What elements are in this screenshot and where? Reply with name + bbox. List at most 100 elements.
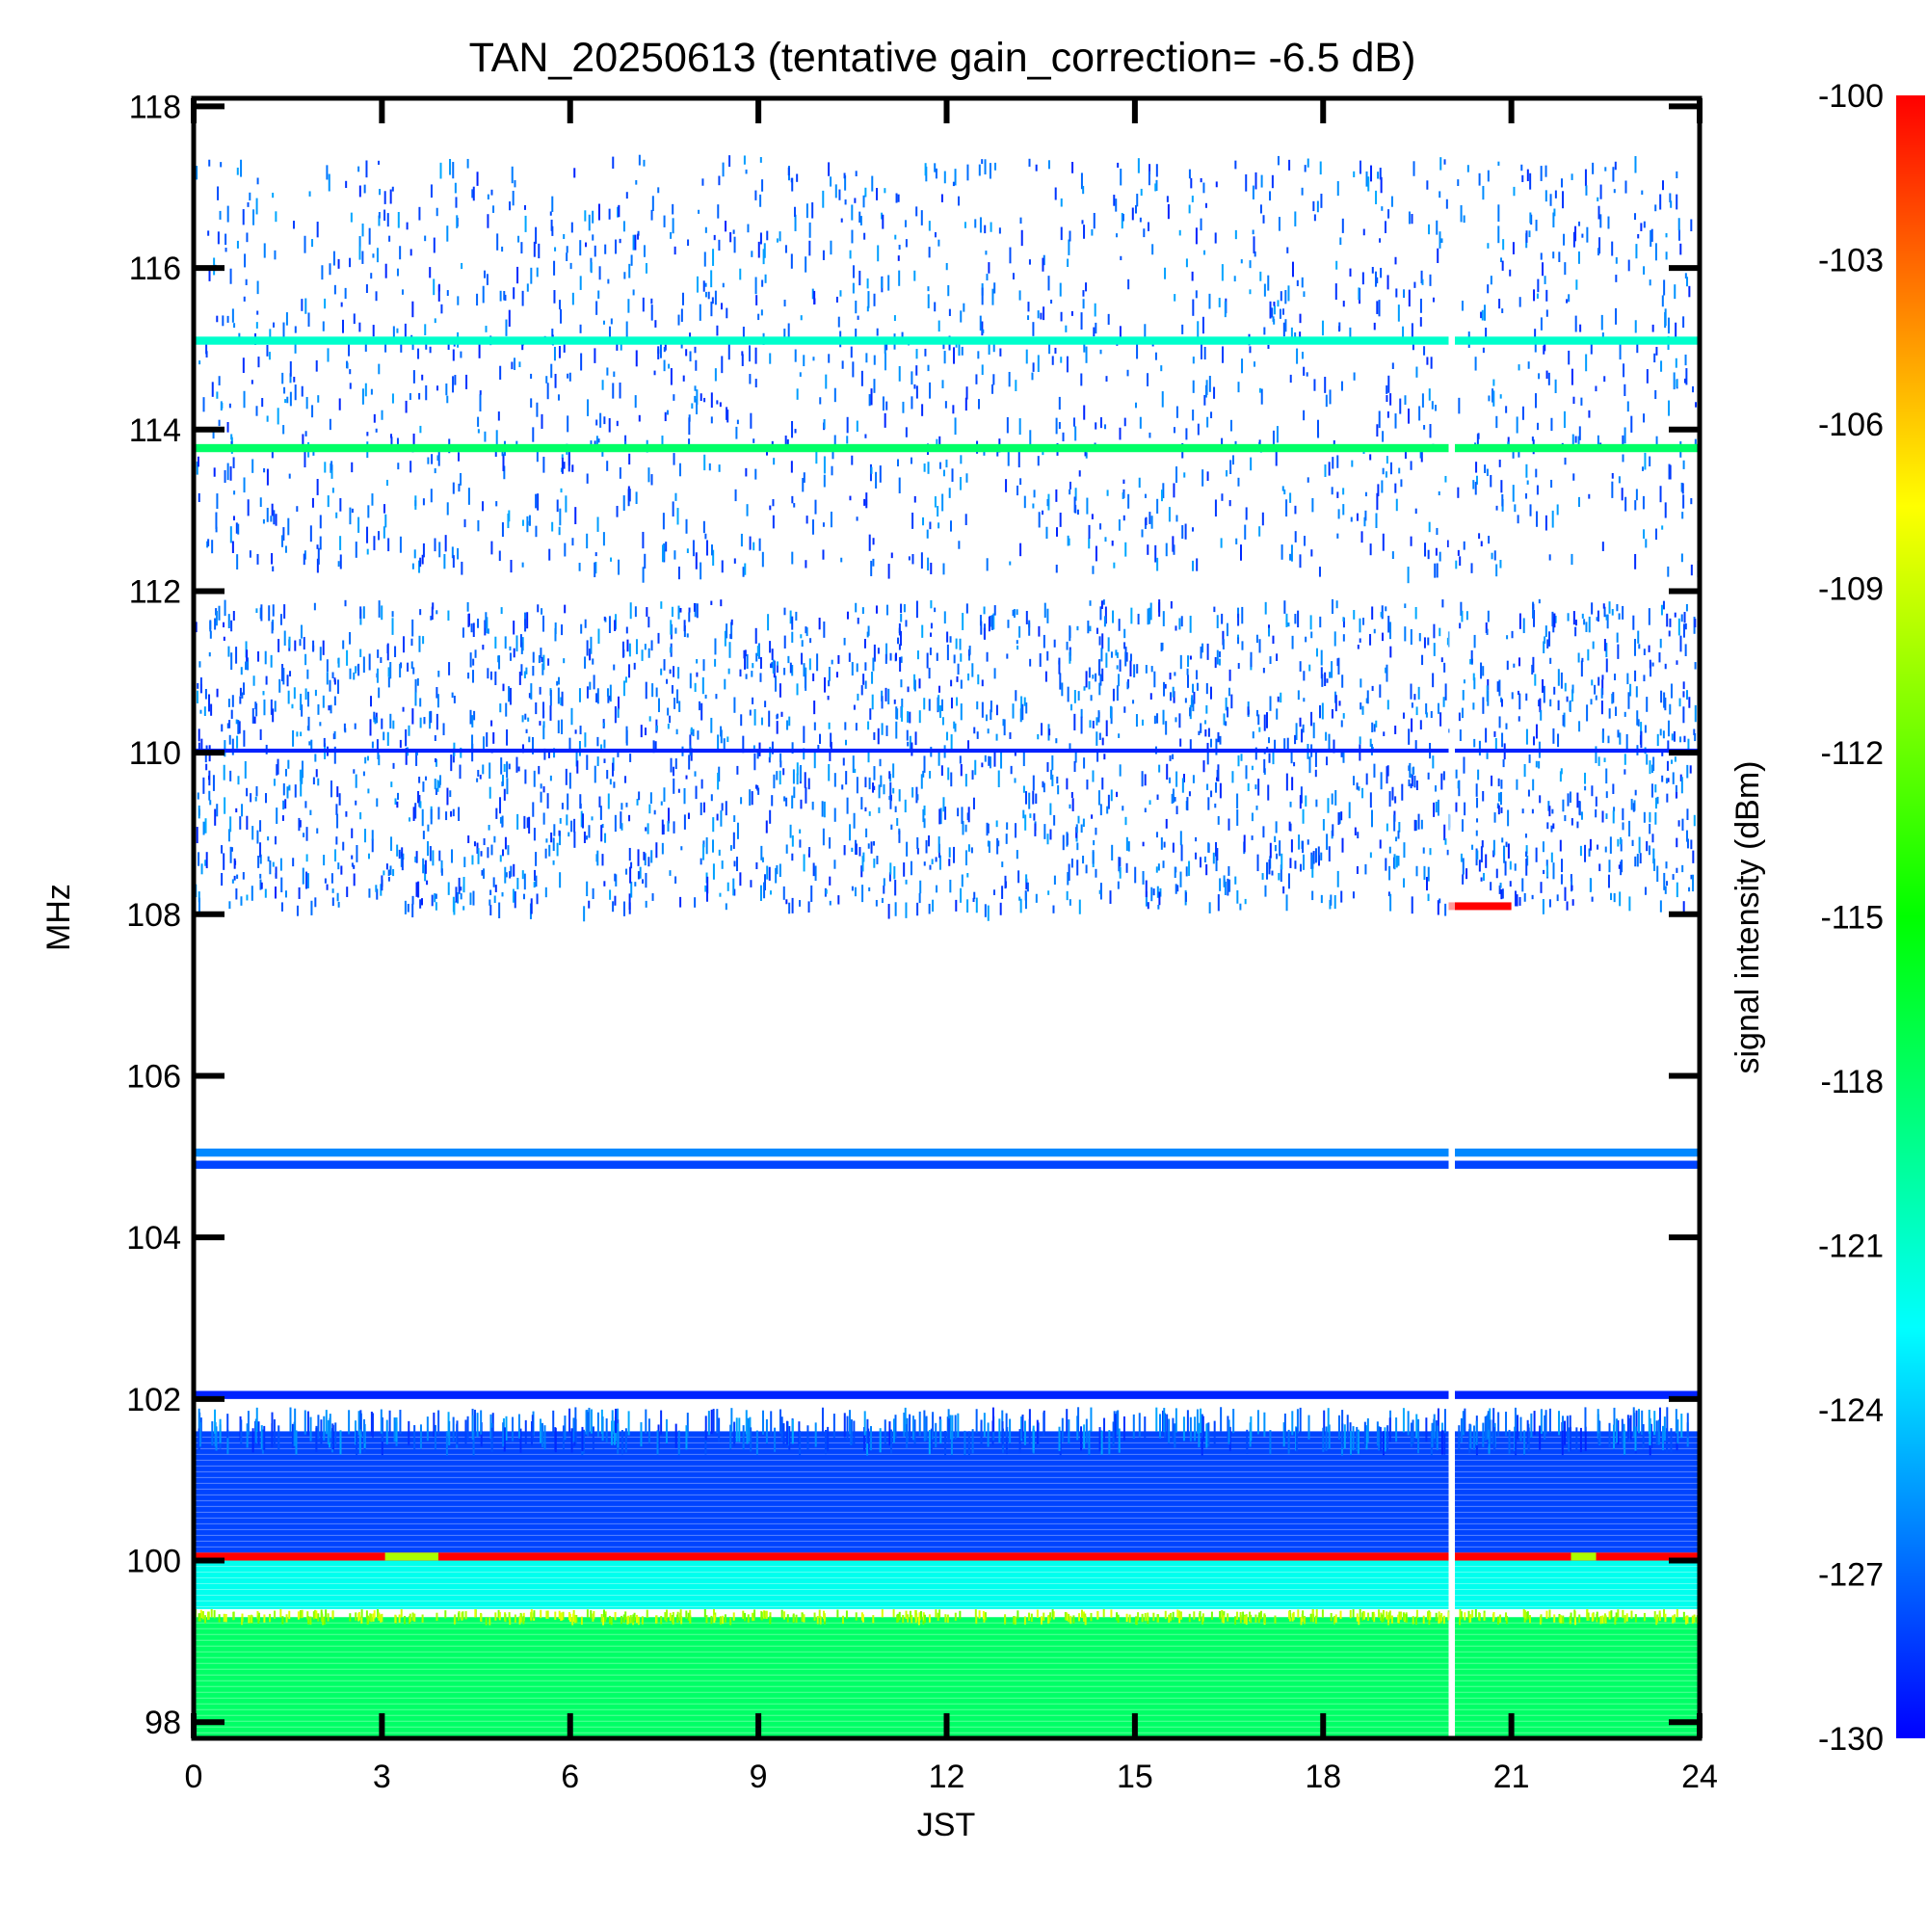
noise-mark (469, 892, 471, 905)
noise-mark (945, 401, 947, 409)
noise-mark (550, 690, 552, 705)
noise-mark (1056, 418, 1058, 435)
noise-mark (499, 703, 501, 712)
noise-mark (305, 688, 307, 700)
noise-mark (664, 360, 666, 372)
noise-mark (703, 803, 705, 813)
noise-mark (1210, 687, 1212, 700)
noise-mark (1571, 369, 1573, 385)
noise-mark (486, 1617, 488, 1625)
noise-mark (1434, 564, 1436, 578)
noise-mark (691, 728, 693, 732)
noise-mark (1350, 269, 1352, 277)
noise-mark (1546, 865, 1548, 877)
noise-mark (522, 519, 524, 525)
noise-mark (1459, 556, 1461, 566)
noise-mark (574, 1407, 576, 1431)
noise-mark (1129, 661, 1131, 676)
noise-mark (750, 537, 752, 550)
noise-mark (400, 740, 402, 748)
noise-mark (884, 878, 885, 886)
noise-mark (898, 195, 900, 202)
noise-mark (1570, 701, 1571, 712)
noise-mark (256, 786, 258, 796)
noise-mark (1067, 834, 1069, 845)
noise-mark (237, 524, 239, 535)
noise-mark (1025, 892, 1027, 909)
noise-mark (388, 877, 390, 882)
noise-mark (771, 795, 773, 806)
noise-mark (755, 862, 757, 869)
noise-mark (1467, 165, 1469, 172)
noise-mark (1222, 1614, 1224, 1622)
noise-mark (1009, 1419, 1011, 1443)
noise-mark (1595, 809, 1597, 817)
noise-mark (491, 845, 493, 856)
noise-mark (597, 516, 599, 531)
noise-mark (376, 717, 378, 723)
noise-mark (1343, 634, 1345, 641)
noise-mark (739, 872, 741, 886)
noise-mark (248, 202, 250, 207)
noise-mark (1262, 826, 1264, 837)
noise-mark (1423, 866, 1425, 880)
noise-mark (292, 1424, 294, 1448)
noise-mark (243, 682, 245, 695)
noise-mark (696, 786, 698, 800)
noise-mark (304, 299, 306, 314)
noise-mark (670, 232, 672, 239)
noise-mark (1204, 347, 1206, 359)
noise-mark (1322, 702, 1324, 719)
noise-mark (1614, 674, 1616, 680)
noise-mark (458, 452, 460, 461)
noise-mark (1381, 772, 1383, 789)
noise-mark (1144, 1416, 1146, 1441)
noise-mark (919, 1412, 921, 1436)
noise-mark (962, 875, 964, 887)
noise-mark (1650, 760, 1651, 774)
noise-mark (373, 712, 375, 720)
noise-mark (1006, 834, 1008, 844)
noise-mark (282, 668, 284, 684)
noise-mark (558, 688, 560, 704)
noise-mark (1005, 479, 1007, 492)
band-segment (194, 749, 1449, 753)
noise-mark (854, 813, 856, 829)
noise-mark (1654, 812, 1656, 825)
noise-mark (1250, 1416, 1252, 1441)
noise-mark (1494, 812, 1496, 823)
noise-mark (783, 608, 785, 616)
noise-mark (1687, 1413, 1689, 1437)
noise-mark (505, 703, 507, 717)
noise-mark (996, 838, 998, 855)
noise-mark (330, 781, 332, 797)
noise-mark (1495, 416, 1497, 428)
noise-mark (1459, 1617, 1461, 1625)
noise-mark (1436, 802, 1438, 812)
noise-mark (1387, 765, 1389, 776)
noise-mark (1432, 401, 1434, 410)
noise-mark (1044, 603, 1046, 618)
noise-mark (1161, 837, 1163, 850)
noise-mark (665, 412, 667, 421)
noise-mark (1167, 196, 1169, 201)
noise-mark (1676, 792, 1677, 798)
noise-mark (1302, 188, 1304, 196)
noise-mark (835, 184, 837, 198)
noise-mark (1082, 186, 1084, 194)
noise-mark (950, 772, 952, 786)
noise-mark (873, 841, 875, 846)
noise-mark (463, 877, 465, 892)
noise-mark (224, 234, 226, 246)
noise-mark (700, 563, 701, 580)
noise-mark (1482, 666, 1484, 675)
noise-mark (679, 608, 681, 613)
noise-mark (753, 754, 755, 770)
noise-mark (1469, 1614, 1471, 1622)
noise-mark (1649, 1421, 1650, 1445)
noise-mark (1155, 1408, 1157, 1432)
noise-mark (895, 722, 897, 739)
noise-mark (206, 852, 208, 868)
noise-mark (560, 309, 562, 324)
noise-mark (956, 639, 958, 649)
